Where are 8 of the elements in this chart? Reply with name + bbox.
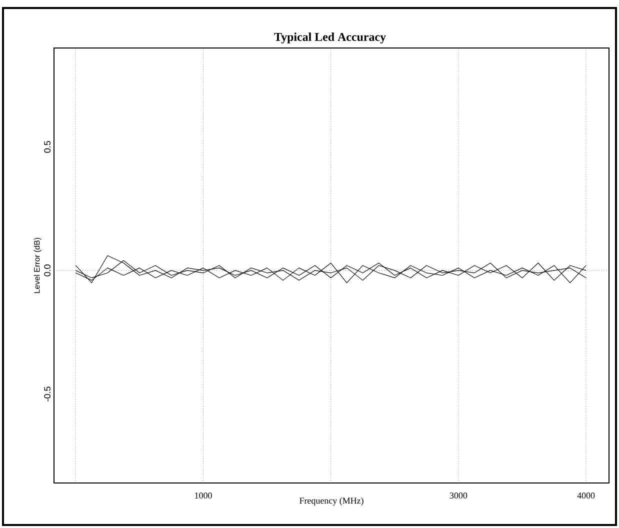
chart-title: Typical Led Accuracy xyxy=(274,32,386,44)
x-axis-title: Frequency (MHz) xyxy=(300,497,364,506)
y-tick-label: -0.5 xyxy=(44,386,50,402)
x-tick-label: 1000 xyxy=(195,492,212,499)
y-tick-label: 0.5 xyxy=(44,140,50,153)
x-tick-label: 4000 xyxy=(577,492,595,499)
y-tick-label: 0.0 xyxy=(44,264,50,276)
x-tick-label: 3000 xyxy=(450,492,468,499)
